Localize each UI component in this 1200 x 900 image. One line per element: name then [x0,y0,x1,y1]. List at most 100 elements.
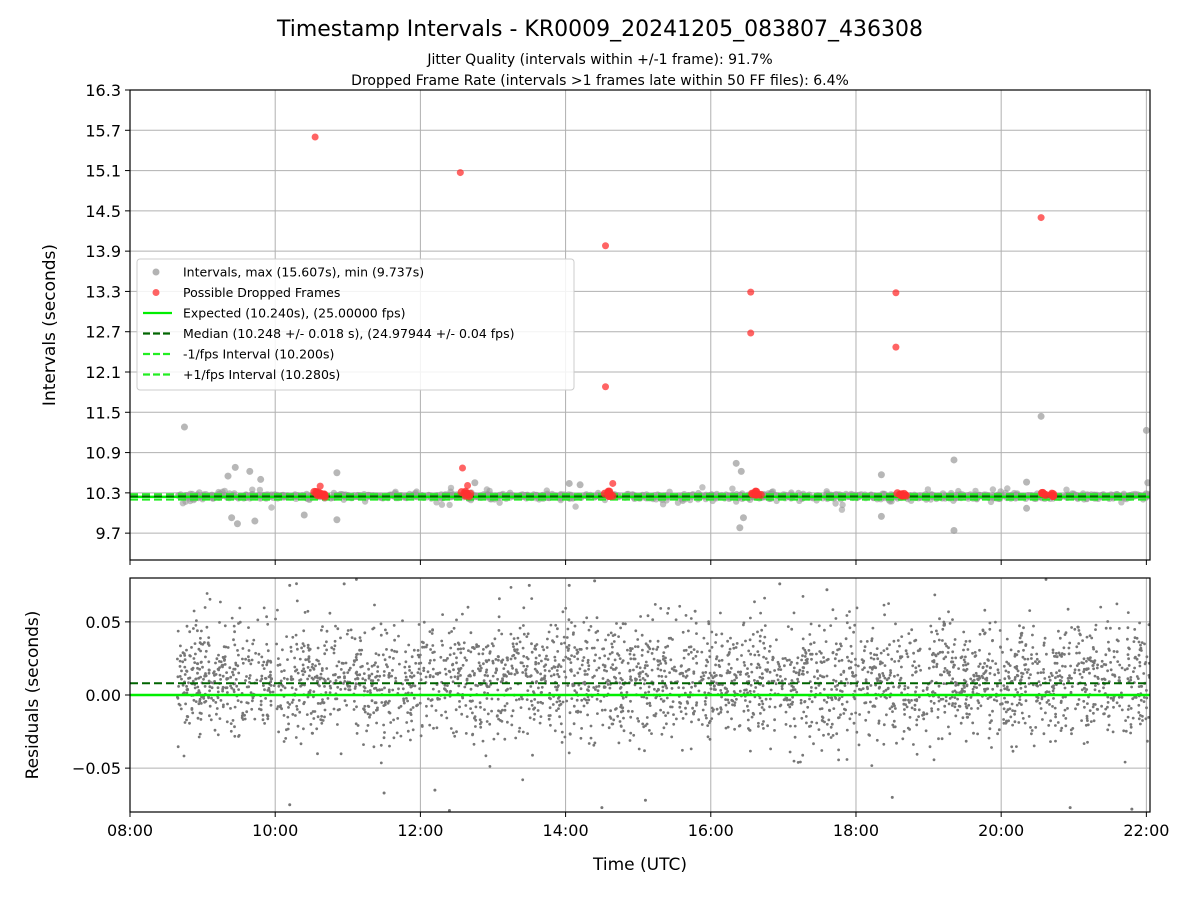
residual-point [366,690,369,693]
residual-point [592,743,596,747]
residual-point [501,677,504,681]
residual-point [509,586,513,589]
residual-point [485,720,489,723]
residual-point [234,678,238,681]
residual-point [229,684,233,688]
residual-point [714,641,717,644]
residual-point [573,624,577,628]
residual-point [1079,633,1082,637]
residual-point [429,659,432,662]
residual-point [885,713,888,717]
residual-point [1096,708,1100,711]
residual-point [728,647,732,651]
residual-point [944,655,948,659]
residual-point [515,648,519,651]
residual-point [323,679,327,683]
residual-point [845,677,848,681]
residual-point [487,658,491,662]
residual-point [402,697,405,701]
residual-point [751,633,755,636]
residual-point [405,697,408,700]
residual-point [750,670,754,674]
residual-point [746,718,750,722]
residual-extreme-point [778,582,782,586]
residual-point [306,646,310,649]
residual-point [750,715,754,719]
residual-point [302,629,306,633]
residual-point [1109,696,1113,700]
residual-point [937,695,941,699]
residual-point [965,712,969,716]
residual-point [773,705,777,709]
residual-point [951,660,955,664]
residual-point [691,681,694,684]
residual-extreme-point [288,583,292,587]
residual-point [1031,646,1035,649]
residual-point [762,708,766,712]
residual-point [1092,667,1095,671]
residual-point [661,679,664,683]
residual-point [962,678,966,682]
residual-point [345,632,349,636]
residual-point [515,670,519,674]
residual-point [526,632,530,636]
residual-point [303,700,306,704]
residual-point [301,663,305,667]
residual-point [539,691,543,694]
residual-point [842,670,846,674]
residual-point [290,686,294,690]
residual-point [342,671,346,675]
residual-point [845,700,849,704]
residual-point [983,608,987,612]
residual-point [933,593,937,597]
residual-point [363,704,367,708]
residual-point [646,674,650,678]
intervals-y-tick-label: 11.5 [85,403,121,422]
legend-label-5: +1/fps Interval (10.280s) [183,367,340,382]
residual-point [183,721,187,724]
residual-point [474,683,478,687]
residual-point [647,685,651,689]
residual-point [559,702,563,706]
residual-point [439,655,443,659]
residual-point [682,674,685,678]
residual-point [587,698,591,702]
residual-point [641,722,645,726]
residual-point [900,635,904,638]
residual-point [637,719,640,723]
legend-marker-1 [152,289,160,296]
residual-point [262,684,265,687]
residual-point [420,640,424,644]
residual-point [601,663,605,667]
residual-point [491,674,495,678]
residual-point [867,710,871,714]
residual-point [719,611,722,615]
residual-point [700,650,704,654]
residual-point [659,607,663,610]
residual-point [617,741,621,745]
residual-point [1083,686,1086,690]
residual-point [515,698,518,702]
residual-point [900,691,903,695]
residual-point [417,667,421,671]
residual-point [784,723,788,726]
residual-point [1146,739,1149,743]
residual-point [937,638,941,642]
residual-point [978,662,982,666]
residual-point [178,659,182,663]
residual-point [609,666,613,670]
residual-point [565,699,569,703]
residual-point [1093,674,1097,678]
residual-point [608,652,612,656]
residual-point [636,638,640,641]
residual-point [301,673,305,676]
residual-point [192,609,196,613]
residual-point [615,707,618,710]
residual-point [769,688,773,692]
residual-point [1010,679,1014,683]
residual-point [1106,701,1110,704]
residual-point [232,638,235,642]
residual-point [720,674,723,678]
residual-point [856,664,860,668]
residual-point [477,644,480,648]
